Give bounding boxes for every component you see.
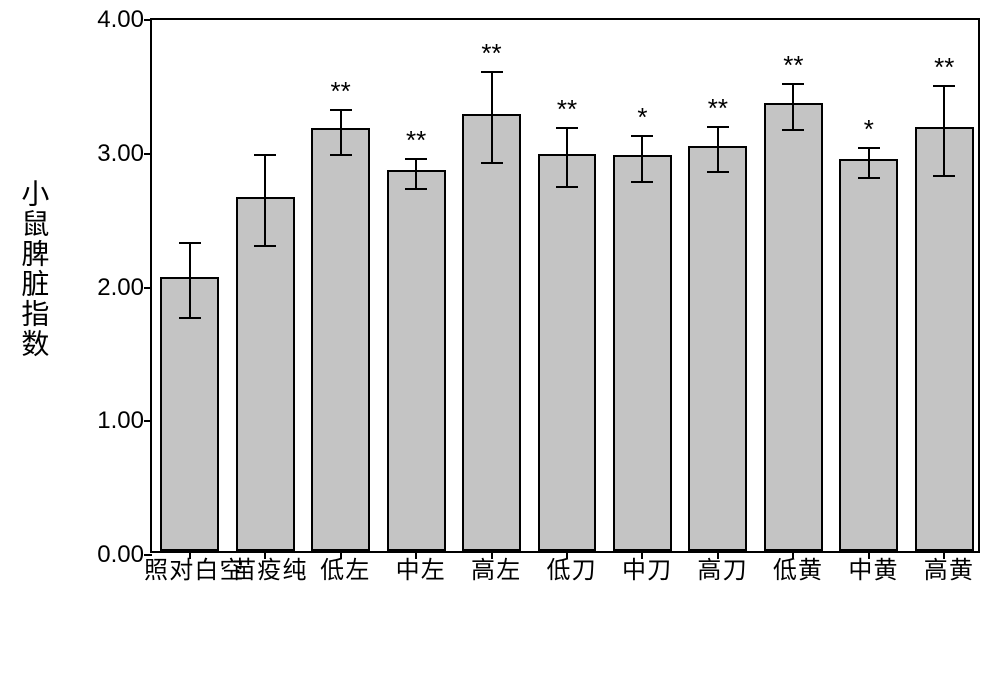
x-tick-label: 黄高 [919,551,969,581]
significance-label: ** [311,76,370,107]
bar-group: 纯疫苗 [236,20,295,551]
error-cap-bottom [782,129,804,131]
error-bar [943,86,945,177]
bar-group: **左中 [387,20,446,551]
error-bar [566,128,568,187]
bar-group: *刀中 [613,20,672,551]
error-cap-top [179,242,201,244]
error-cap-top [782,83,804,85]
y-axis-title: 小鼠脾脏指数 [18,179,47,359]
error-cap-top [858,147,880,149]
error-cap-top [707,126,729,128]
significance-label: ** [764,50,823,81]
bar [462,114,521,551]
bar [688,146,747,551]
error-cap-top [254,154,276,156]
error-cap-top [481,71,503,73]
error-cap-bottom [858,177,880,179]
error-cap-top [330,109,352,111]
significance-label: * [613,102,672,133]
error-cap-bottom [330,154,352,156]
bar-group: **左高 [462,20,521,551]
error-bar [340,110,342,155]
x-tick-label: 左低 [315,551,365,581]
y-tick-label: 1.00 [97,407,152,435]
x-tick-label: 刀低 [542,551,592,581]
error-cap-bottom [631,181,653,183]
error-cap-top [405,158,427,160]
bar [236,197,295,551]
bar [311,128,370,551]
error-cap-top [556,127,578,129]
error-bar [792,84,794,129]
x-tick-label: 刀高 [693,551,743,581]
significance-label: ** [915,52,974,83]
bars-area: 空白对照纯疫苗 **左低 **左中 **左高 **刀低 *刀中 **刀高 **黄低 *黄中 **黄… [152,20,978,551]
y-tick-label: 3.00 [97,140,152,168]
bar [538,154,597,551]
error-cap-bottom [405,188,427,190]
bar [764,103,823,551]
bar-group: **刀高 [688,20,747,551]
bar [613,155,672,551]
plot-area: 空白对照纯疫苗 **左低 **左中 **左高 **刀低 *刀中 **刀高 **黄低 *黄中 **黄… [150,18,980,553]
error-bar [868,148,870,177]
bar-group: **左低 [311,20,370,551]
y-tick-label: 4.00 [97,6,152,34]
error-cap-bottom [481,162,503,164]
x-tick-label: 左高 [466,551,516,581]
x-tick-label: 黄中 [844,551,894,581]
x-tick-label: 黄低 [768,551,818,581]
significance-label: ** [688,93,747,124]
error-bar [717,127,719,172]
y-tick-label: 2.00 [97,274,152,302]
error-cap-bottom [179,317,201,319]
error-bar [415,159,417,188]
error-bar [491,72,493,163]
error-cap-top [933,85,955,87]
error-cap-bottom [707,171,729,173]
x-tick-label: 刀中 [617,551,667,581]
bar-group: **黄低 [764,20,823,551]
error-bar [189,243,191,318]
significance-label: * [839,114,898,145]
bar-group: **黄高 [915,20,974,551]
error-cap-bottom [556,186,578,188]
error-cap-bottom [933,175,955,177]
error-bar [264,155,266,246]
bar-group: 空白对照 [160,20,219,551]
chart-frame: 空白对照纯疫苗**左低**左中**左高**刀低*刀中**刀高**黄低*黄中**黄… [0,0,1000,673]
significance-label: ** [462,38,521,69]
significance-label: ** [538,94,597,125]
y-tick-label: 0.00 [97,541,152,569]
x-tick-label: 纯疫苗 [227,551,303,581]
error-cap-top [631,135,653,137]
bar-group: **刀低 [538,20,597,551]
bar-group: *黄中 [839,20,898,551]
bar [839,159,898,551]
error-bar [641,136,643,181]
significance-label: ** [387,125,446,156]
bar [387,170,446,551]
x-tick-label: 左中 [391,551,441,581]
bar [915,127,974,551]
x-tick-label: 空白对照 [139,551,240,581]
error-cap-bottom [254,245,276,247]
